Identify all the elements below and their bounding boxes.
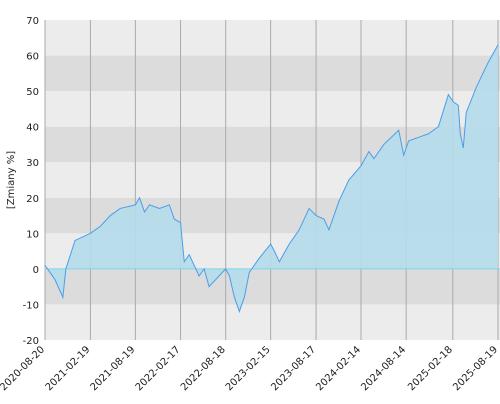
x-tick-label: 2022-08-18 <box>179 344 228 393</box>
line <box>44 44 499 314</box>
y-tick-label: -10 <box>23 300 39 311</box>
grid-band <box>45 55 500 92</box>
y-tick-label: 0 <box>33 265 39 276</box>
x-tick-label: 2023-08-17 <box>269 344 318 393</box>
y-tick-label: 40 <box>26 123 39 134</box>
grid-band <box>45 91 500 127</box>
y-tick-label: 60 <box>26 52 39 63</box>
x-tick-label: 2025-08-19 <box>451 344 500 393</box>
x-tick-label: 2022-02-17 <box>134 344 183 393</box>
x-tick-label: 2023-02-15 <box>224 344 273 393</box>
y-tick-label: 20 <box>26 194 39 205</box>
x-tick-label: 2025-02-18 <box>406 344 455 393</box>
grid-band <box>45 20 500 56</box>
x-tick-label: 2024-08-14 <box>359 344 408 393</box>
y-tick-label: -20 <box>23 336 39 347</box>
x-tick-label: 2020-08-20 <box>0 344 47 393</box>
y-tick-label: 50 <box>26 87 39 98</box>
y-tick-label: 10 <box>26 229 39 240</box>
y-tick-label: 30 <box>26 158 39 169</box>
y-axis-label: [Zmiany %] <box>6 151 17 209</box>
x-tick-label: 2024-02-14 <box>314 344 363 393</box>
x-tick-label: 2021-08-19 <box>89 344 138 393</box>
x-tick-label: 2021-02-19 <box>44 344 93 393</box>
y-tick-label: 70 <box>26 16 39 27</box>
grid-band <box>45 268 500 305</box>
grid-band <box>45 304 500 340</box>
area-fill <box>45 44 499 312</box>
